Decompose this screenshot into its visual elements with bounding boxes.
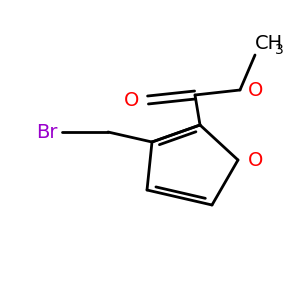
Text: O: O (248, 80, 263, 100)
Text: O: O (124, 91, 139, 110)
Text: CH: CH (255, 34, 283, 53)
Text: 3: 3 (275, 43, 284, 57)
Text: Br: Br (37, 122, 58, 142)
Text: O: O (248, 151, 263, 169)
